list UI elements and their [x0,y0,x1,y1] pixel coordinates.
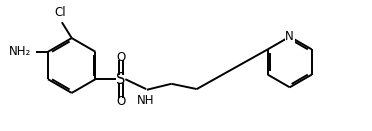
Text: O: O [116,94,125,108]
Text: O: O [116,51,125,64]
Text: NH: NH [137,94,155,107]
Text: Cl: Cl [54,6,66,19]
Text: NH₂: NH₂ [9,45,31,58]
Text: N: N [285,30,294,43]
Text: S: S [116,72,125,87]
